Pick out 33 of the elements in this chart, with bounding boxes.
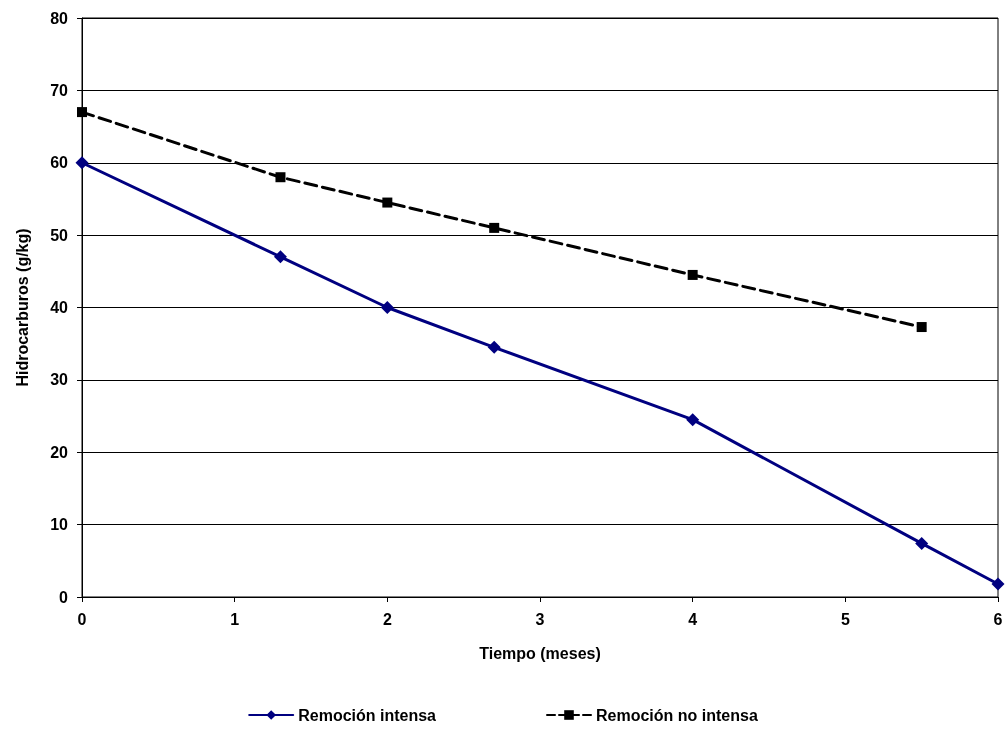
x-tick-label: 6: [993, 610, 1003, 628]
point: [75, 156, 89, 170]
x-tick-label: 0: [77, 610, 87, 628]
point: [489, 222, 500, 233]
point: [687, 269, 698, 280]
point: [916, 322, 927, 333]
point: [275, 172, 286, 183]
x-tick-label: 3: [535, 610, 545, 628]
point: [487, 340, 501, 354]
legend-label: Remoción no intensa: [596, 706, 758, 724]
y-tick-label: 30: [50, 371, 69, 389]
x-tick-label: 4: [688, 610, 698, 628]
point: [380, 301, 394, 314]
y-tick-label: 20: [50, 443, 69, 461]
point: [686, 413, 700, 427]
y-axis-title: Hidrocarburos (g/kg): [13, 228, 31, 387]
point: [273, 250, 287, 264]
point: [991, 577, 1005, 591]
x-tick-label: 2: [382, 610, 392, 628]
point: [915, 536, 929, 550]
y-tick-label: 80: [50, 9, 69, 27]
y-tick-label: 50: [50, 226, 69, 244]
legend-label: Remoción intensa: [298, 706, 437, 724]
y-tick-label: 10: [50, 516, 69, 534]
y-tick-label: 0: [59, 588, 69, 606]
point: [382, 197, 393, 208]
x-tick-label: 1: [230, 610, 240, 628]
y-tick-label: 60: [50, 154, 69, 172]
y-tick-label: 70: [50, 81, 69, 99]
x-tick-label: 5: [840, 610, 850, 628]
point: [77, 107, 87, 118]
y-tick-label: 40: [50, 299, 69, 316]
x-axis-title: Tiempo (meses): [479, 644, 601, 662]
